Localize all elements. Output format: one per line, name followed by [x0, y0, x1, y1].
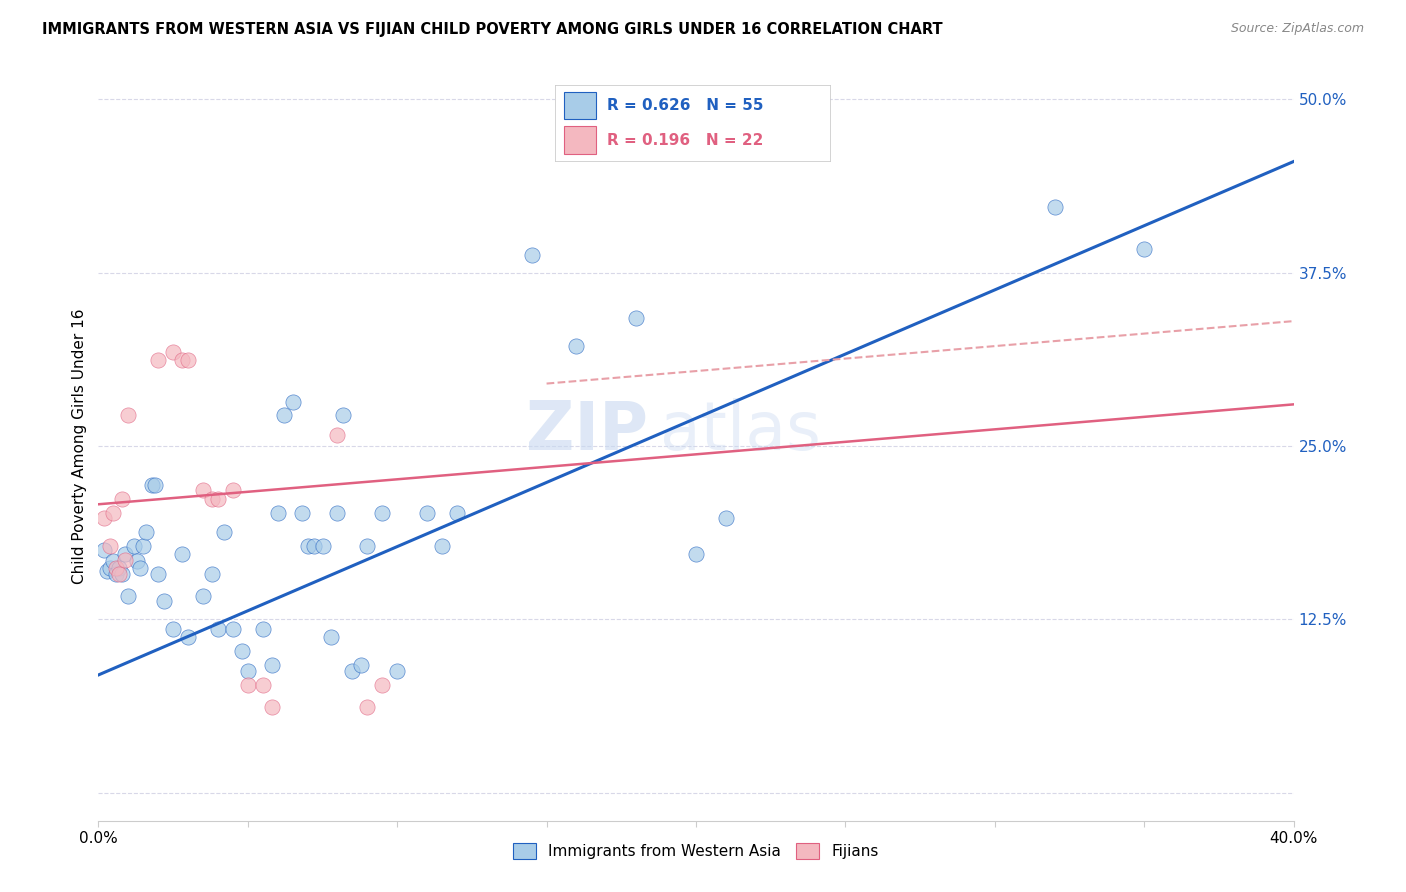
Point: [207, 491, 229, 506]
Point: [111, 566, 134, 581]
Point: [96, 564, 118, 578]
Point: [252, 622, 274, 636]
Point: [714, 511, 737, 525]
Point: [356, 539, 378, 553]
Point: [201, 491, 224, 506]
Point: [207, 622, 229, 636]
Point: [132, 539, 155, 553]
Point: [222, 483, 245, 498]
Point: [93, 543, 115, 558]
Point: [371, 678, 394, 692]
Point: [371, 506, 394, 520]
Point: [252, 678, 274, 692]
Point: [1043, 200, 1066, 214]
Point: [222, 622, 245, 636]
Point: [162, 344, 184, 359]
Text: IMMIGRANTS FROM WESTERN ASIA VS FIJIAN CHILD POVERTY AMONG GIRLS UNDER 16 CORREL: IMMIGRANTS FROM WESTERN ASIA VS FIJIAN C…: [42, 22, 943, 37]
Text: R = 0.196   N = 22: R = 0.196 N = 22: [607, 133, 763, 147]
Point: [416, 506, 439, 520]
Point: [685, 547, 707, 561]
Point: [260, 658, 283, 673]
Point: [111, 491, 134, 506]
Point: [141, 478, 163, 492]
Point: [114, 547, 136, 561]
Point: [191, 589, 214, 603]
Point: [332, 409, 354, 423]
Point: [297, 539, 319, 553]
Point: [326, 428, 349, 442]
Point: [98, 561, 122, 575]
Point: [302, 539, 325, 553]
Point: [1133, 242, 1156, 256]
Text: R = 0.626   N = 55: R = 0.626 N = 55: [607, 98, 763, 112]
Point: [129, 561, 152, 575]
Point: [153, 594, 176, 608]
Point: [191, 483, 214, 498]
Point: [430, 539, 453, 553]
Point: [350, 658, 373, 673]
Point: [177, 353, 200, 368]
Point: [117, 409, 139, 423]
Point: [172, 547, 194, 561]
Legend: Immigrants from Western Asia, Fijians: Immigrants from Western Asia, Fijians: [508, 838, 884, 865]
Point: [342, 664, 364, 678]
Point: [177, 631, 200, 645]
Point: [108, 566, 131, 581]
Point: [212, 524, 235, 539]
Point: [172, 353, 194, 368]
Point: [98, 539, 122, 553]
Point: [236, 678, 259, 692]
Point: [446, 506, 468, 520]
Point: [260, 699, 283, 714]
Point: [385, 664, 409, 678]
Point: [321, 631, 343, 645]
Bar: [564, 92, 596, 119]
Point: [231, 644, 253, 658]
Point: [105, 561, 128, 575]
Point: [103, 506, 125, 520]
Text: ZIP: ZIP: [526, 398, 648, 464]
Point: [267, 506, 290, 520]
Point: [326, 506, 349, 520]
Text: atlas: atlas: [661, 398, 821, 464]
Y-axis label: Child Poverty Among Girls Under 16: Child Poverty Among Girls Under 16: [72, 309, 87, 583]
Point: [273, 409, 295, 423]
Text: Source: ZipAtlas.com: Source: ZipAtlas.com: [1230, 22, 1364, 36]
Point: [124, 539, 146, 553]
Point: [143, 478, 166, 492]
Point: [565, 339, 588, 353]
Point: [117, 589, 139, 603]
Point: [356, 699, 378, 714]
Point: [311, 539, 333, 553]
Point: [291, 506, 314, 520]
Point: [162, 622, 184, 636]
Point: [93, 511, 115, 525]
Point: [105, 566, 128, 581]
Point: [148, 566, 170, 581]
Point: [520, 247, 543, 261]
Point: [236, 664, 259, 678]
Point: [127, 554, 149, 568]
Point: [135, 524, 157, 539]
Point: [281, 394, 304, 409]
Point: [148, 353, 170, 368]
Point: [103, 554, 125, 568]
Point: [114, 553, 136, 567]
Point: [626, 311, 648, 326]
Point: [201, 566, 224, 581]
Bar: [564, 127, 596, 153]
Point: [108, 561, 131, 575]
